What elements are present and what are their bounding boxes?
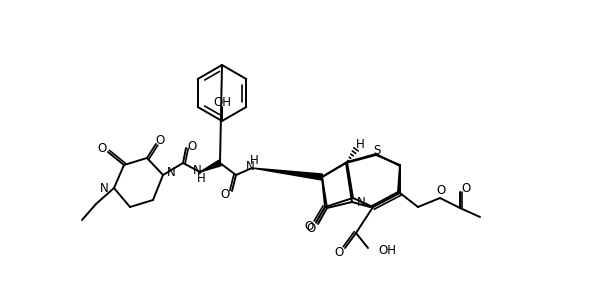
Polygon shape	[200, 160, 221, 172]
Text: H: H	[249, 154, 259, 168]
Text: O: O	[304, 219, 313, 233]
Text: O: O	[436, 185, 446, 198]
Text: H: H	[197, 171, 205, 185]
Text: N: N	[357, 195, 366, 209]
Text: H: H	[356, 137, 364, 150]
Text: OH: OH	[213, 95, 231, 109]
Text: O: O	[335, 246, 344, 258]
Text: S: S	[373, 143, 381, 157]
Text: O: O	[220, 188, 230, 202]
Text: O: O	[97, 143, 107, 156]
Text: N: N	[100, 181, 109, 195]
Text: O: O	[306, 222, 316, 234]
Polygon shape	[252, 168, 323, 180]
Text: O: O	[155, 134, 165, 147]
Text: O: O	[187, 140, 197, 154]
Text: OH: OH	[378, 244, 396, 257]
Text: N: N	[193, 164, 201, 178]
Text: N: N	[167, 165, 176, 178]
Text: N: N	[246, 161, 254, 174]
Text: O: O	[461, 182, 471, 195]
